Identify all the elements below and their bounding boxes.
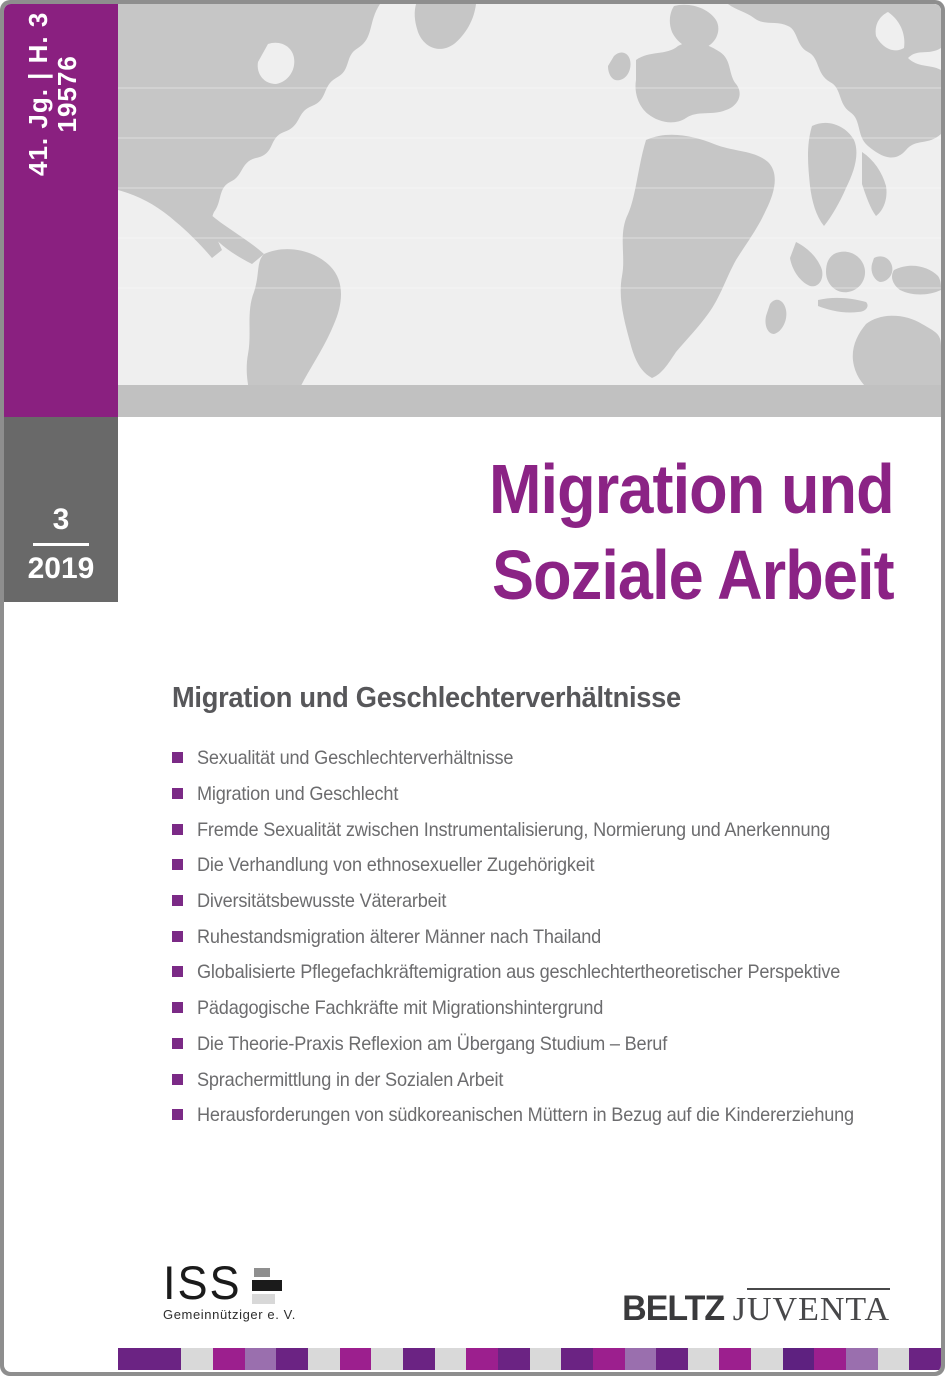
toc-item-label: Sprachermittlung in der Sozialen Arbeit (197, 1068, 504, 1091)
journal-title: Migration und Soziale Arbeit (444, 446, 895, 618)
cover-inner: 41. Jg. | H. 3 19576 3 2019 Migration un… (4, 4, 941, 1372)
juventa-initial: J (732, 1291, 747, 1328)
stripe-square (434, 1348, 467, 1370)
bullet-square-icon (172, 930, 183, 942)
iss-bar-bottom (251, 1294, 275, 1304)
iss-bar-top (253, 1268, 270, 1277)
issue-year: 2019 (27, 552, 95, 585)
stripe-square (656, 1348, 688, 1370)
stripe-square (307, 1348, 340, 1370)
toc-item: Sexualität und Geschlechterverhältnisse (172, 741, 903, 777)
toc-item: Pädagogische Fachkräfte mit Migrationshi… (172, 991, 903, 1027)
journal-title-line1: Migration und (489, 450, 895, 528)
beltz-wordmark: BELTZ (621, 1289, 725, 1328)
stripe-square (529, 1348, 562, 1370)
iss-logo-row: ISS (163, 1256, 296, 1309)
stripe-square (624, 1348, 657, 1370)
issue-divider (33, 543, 89, 546)
toc-item: Globalisierte Pflegefachkräftemigration … (172, 955, 903, 991)
stripe-square (782, 1348, 815, 1370)
toc-item-label: Migration und Geschlecht (197, 783, 399, 806)
stripe-square (212, 1348, 245, 1370)
bullet-square-icon (172, 1002, 183, 1014)
world-map (118, 4, 941, 417)
stripe-square (751, 1348, 783, 1370)
bullet-square-icon (172, 823, 183, 835)
stripe-square (497, 1348, 530, 1370)
issue-box: 3 2019 (4, 417, 118, 602)
stripe-square (909, 1348, 941, 1370)
toc-item: Migration und Geschlecht (172, 777, 903, 813)
toc-item-label: Globalisierte Pflegefachkräftemigration … (197, 961, 841, 984)
beltz-juventa-logo: BELTZ J UVENTA (619, 1288, 890, 1329)
bullet-square-icon (172, 1109, 183, 1121)
iss-subtitle: Gemeinnütziger e. V. (163, 1307, 296, 1322)
stripe-square (402, 1348, 435, 1370)
stripe-square (719, 1348, 752, 1370)
spine-text: 41. Jg. | H. 3 19576 (23, 11, 82, 176)
stripe-square (276, 1348, 308, 1370)
toc-item: Ruhestandsmigration älterer Männer nach … (172, 919, 903, 955)
stripe-square (687, 1348, 720, 1370)
toc-item: Fremde Sexualität zwischen Instrumentali… (172, 812, 903, 848)
toc-item-label: Ruhestandsmigration älterer Männer nach … (197, 925, 602, 948)
toc-item-label: Sexualität und Geschlechterverhältnisse (197, 747, 514, 770)
juventa-wordmark: J UVENTA (733, 1288, 890, 1329)
stripe-square (466, 1348, 498, 1370)
spine-bar: 41. Jg. | H. 3 19576 (4, 4, 118, 417)
toc-item-label: Herausforderungen von südkoreanischen Mü… (197, 1104, 854, 1127)
world-map-graphic (118, 4, 941, 417)
toc-item-label: Fremde Sexualität zwischen Instrumentali… (197, 818, 831, 841)
iss-bar-middle (251, 1280, 282, 1291)
bullet-square-icon (172, 895, 183, 907)
spine-postal-number: 19576 (52, 55, 82, 133)
iss-bars-icon (251, 1268, 282, 1304)
toc-item-label: Diversitätsbewusste Väterarbeit (197, 890, 447, 913)
journal-title-line2: Soziale Arbeit (492, 536, 895, 614)
toc-item: Die Theorie-Praxis Reflexion am Übergang… (172, 1027, 903, 1063)
spine-issue-info: 41. Jg. | H. 3 (23, 11, 53, 176)
juventa-rest: UVENTA (746, 1288, 890, 1329)
toc-item-label: Pädagogische Fachkräfte mit Migrationshi… (197, 997, 604, 1020)
stripe-square (181, 1348, 213, 1370)
toc-item-label: Die Theorie-Praxis Reflexion am Übergang… (197, 1032, 668, 1055)
stripe-square (244, 1348, 277, 1370)
bullet-square-icon (172, 752, 183, 764)
bullet-square-icon (172, 859, 183, 871)
issue-number: 3 (52, 503, 70, 536)
issue-theme-heading: Migration und Geschlechterverhältnisse (172, 682, 681, 714)
toc-item: Herausforderungen von südkoreanischen Mü… (172, 1098, 903, 1134)
iss-wordmark: ISS (163, 1256, 242, 1309)
toc-item-label: Die Verhandlung von ethnosexueller Zugeh… (197, 854, 595, 877)
footer-stripe (118, 1348, 941, 1370)
bullet-square-icon (172, 1073, 183, 1085)
bullet-square-icon (172, 1037, 183, 1049)
stripe-square (846, 1348, 878, 1370)
stripe-square (877, 1348, 910, 1370)
stripe-square (149, 1348, 182, 1370)
stripe-square (339, 1348, 372, 1370)
bullet-square-icon (172, 966, 183, 978)
toc-item: Die Verhandlung von ethnosexueller Zugeh… (172, 848, 903, 884)
stripe-square (814, 1348, 847, 1370)
toc-list: Sexualität und Geschlechterverhältnisse … (172, 741, 903, 1134)
toc-item: Sprachermittlung in der Sozialen Arbeit (172, 1062, 903, 1098)
stripe-square (592, 1348, 625, 1370)
iss-logo: ISS Gemeinnütziger e. V. (163, 1256, 296, 1322)
stripe-square (561, 1348, 593, 1370)
bullet-square-icon (172, 788, 183, 800)
stripe-square (118, 1348, 150, 1370)
stripe-square (371, 1348, 403, 1370)
toc-item: Diversitätsbewusste Väterarbeit (172, 884, 903, 920)
